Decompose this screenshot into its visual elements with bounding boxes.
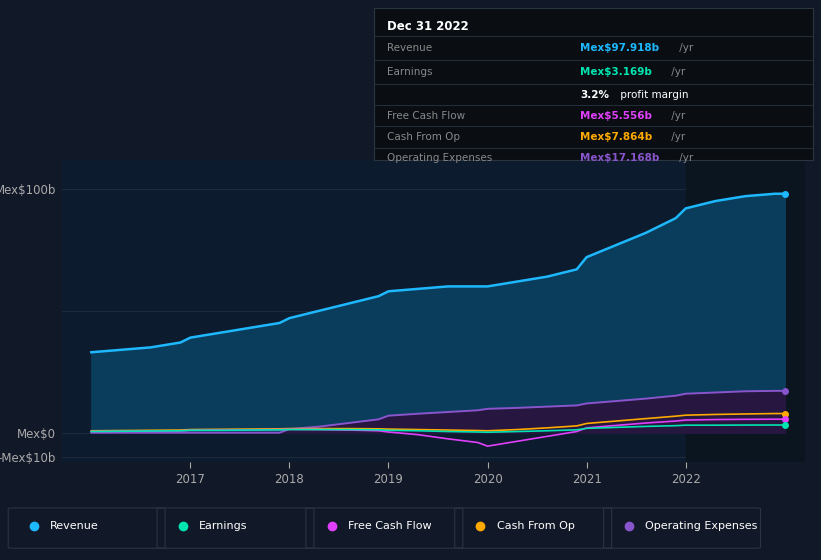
Text: 3.2%: 3.2% [580,90,609,100]
Text: /yr: /yr [667,132,685,142]
Text: Free Cash Flow: Free Cash Flow [387,111,465,121]
Text: profit margin: profit margin [617,90,689,100]
Text: /yr: /yr [677,43,694,53]
Text: Revenue: Revenue [50,521,99,531]
Text: Free Cash Flow: Free Cash Flow [348,521,431,531]
Text: Mex$3.169b: Mex$3.169b [580,67,652,77]
Text: /yr: /yr [667,111,685,121]
Text: Earnings: Earnings [199,521,247,531]
Text: Operating Expenses: Operating Expenses [645,521,758,531]
Text: Cash From Op: Cash From Op [497,521,575,531]
Bar [686,160,805,462]
Text: Mex$17.168b: Mex$17.168b [580,153,659,163]
Text: Mex$97.918b: Mex$97.918b [580,43,659,53]
Text: Earnings: Earnings [387,67,432,77]
Text: Dec 31 2022: Dec 31 2022 [387,20,469,33]
Text: Operating Expenses: Operating Expenses [387,153,492,163]
Text: /yr: /yr [677,153,694,163]
Text: Revenue: Revenue [387,43,432,53]
Text: Mex$7.864b: Mex$7.864b [580,132,652,142]
Text: Cash From Op: Cash From Op [387,132,460,142]
Text: Mex$5.556b: Mex$5.556b [580,111,652,121]
Text: /yr: /yr [667,67,685,77]
